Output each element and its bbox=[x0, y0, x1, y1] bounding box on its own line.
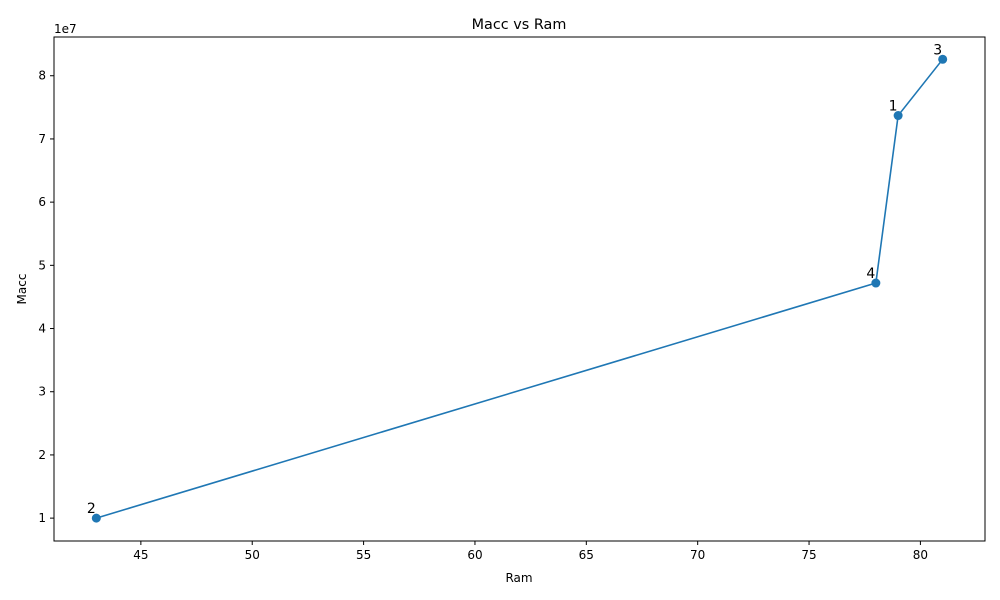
plot-area bbox=[53, 36, 986, 542]
data-point bbox=[871, 278, 881, 288]
y-tick-label: 6 bbox=[38, 195, 46, 209]
x-tick-label: 80 bbox=[913, 548, 928, 562]
data-point bbox=[938, 54, 948, 64]
point-label: 3 bbox=[933, 42, 942, 58]
y-tick-label: 3 bbox=[38, 385, 46, 399]
x-axis: 45 50 55 60 65 70 75 80 bbox=[133, 541, 928, 562]
x-tick-label: 70 bbox=[690, 548, 705, 562]
y-axis-label: Macc bbox=[15, 274, 29, 305]
y-tick-label: 1 bbox=[38, 511, 46, 525]
plot-frame bbox=[53, 36, 986, 542]
x-tick-label: 45 bbox=[133, 548, 148, 562]
x-axis-label: Ram bbox=[505, 571, 532, 585]
y-tick-label: 2 bbox=[38, 448, 46, 462]
data-point bbox=[893, 111, 903, 121]
y-tick-label: 5 bbox=[38, 258, 46, 272]
series-line bbox=[96, 58, 944, 519]
point-label: 4 bbox=[866, 266, 875, 282]
chart-title: Macc vs Ram bbox=[472, 17, 567, 33]
x-tick-label: 50 bbox=[245, 548, 260, 562]
y-tick-label: 7 bbox=[38, 132, 46, 146]
series-layer: 2 4 1 3 bbox=[87, 42, 948, 523]
point-label: 1 bbox=[889, 99, 898, 115]
y-axis: 1 2 3 4 5 6 7 8 bbox=[38, 69, 54, 525]
y-tick-label: 4 bbox=[38, 322, 46, 336]
x-tick-label: 55 bbox=[356, 548, 371, 562]
point-label: 2 bbox=[87, 501, 96, 517]
y-tick-label: 8 bbox=[38, 69, 46, 83]
y-offset-label: 1e7 bbox=[54, 22, 77, 36]
x-tick-label: 60 bbox=[467, 548, 482, 562]
x-tick-label: 75 bbox=[801, 548, 816, 562]
x-tick-label: 65 bbox=[579, 548, 594, 562]
data-point bbox=[91, 513, 101, 523]
